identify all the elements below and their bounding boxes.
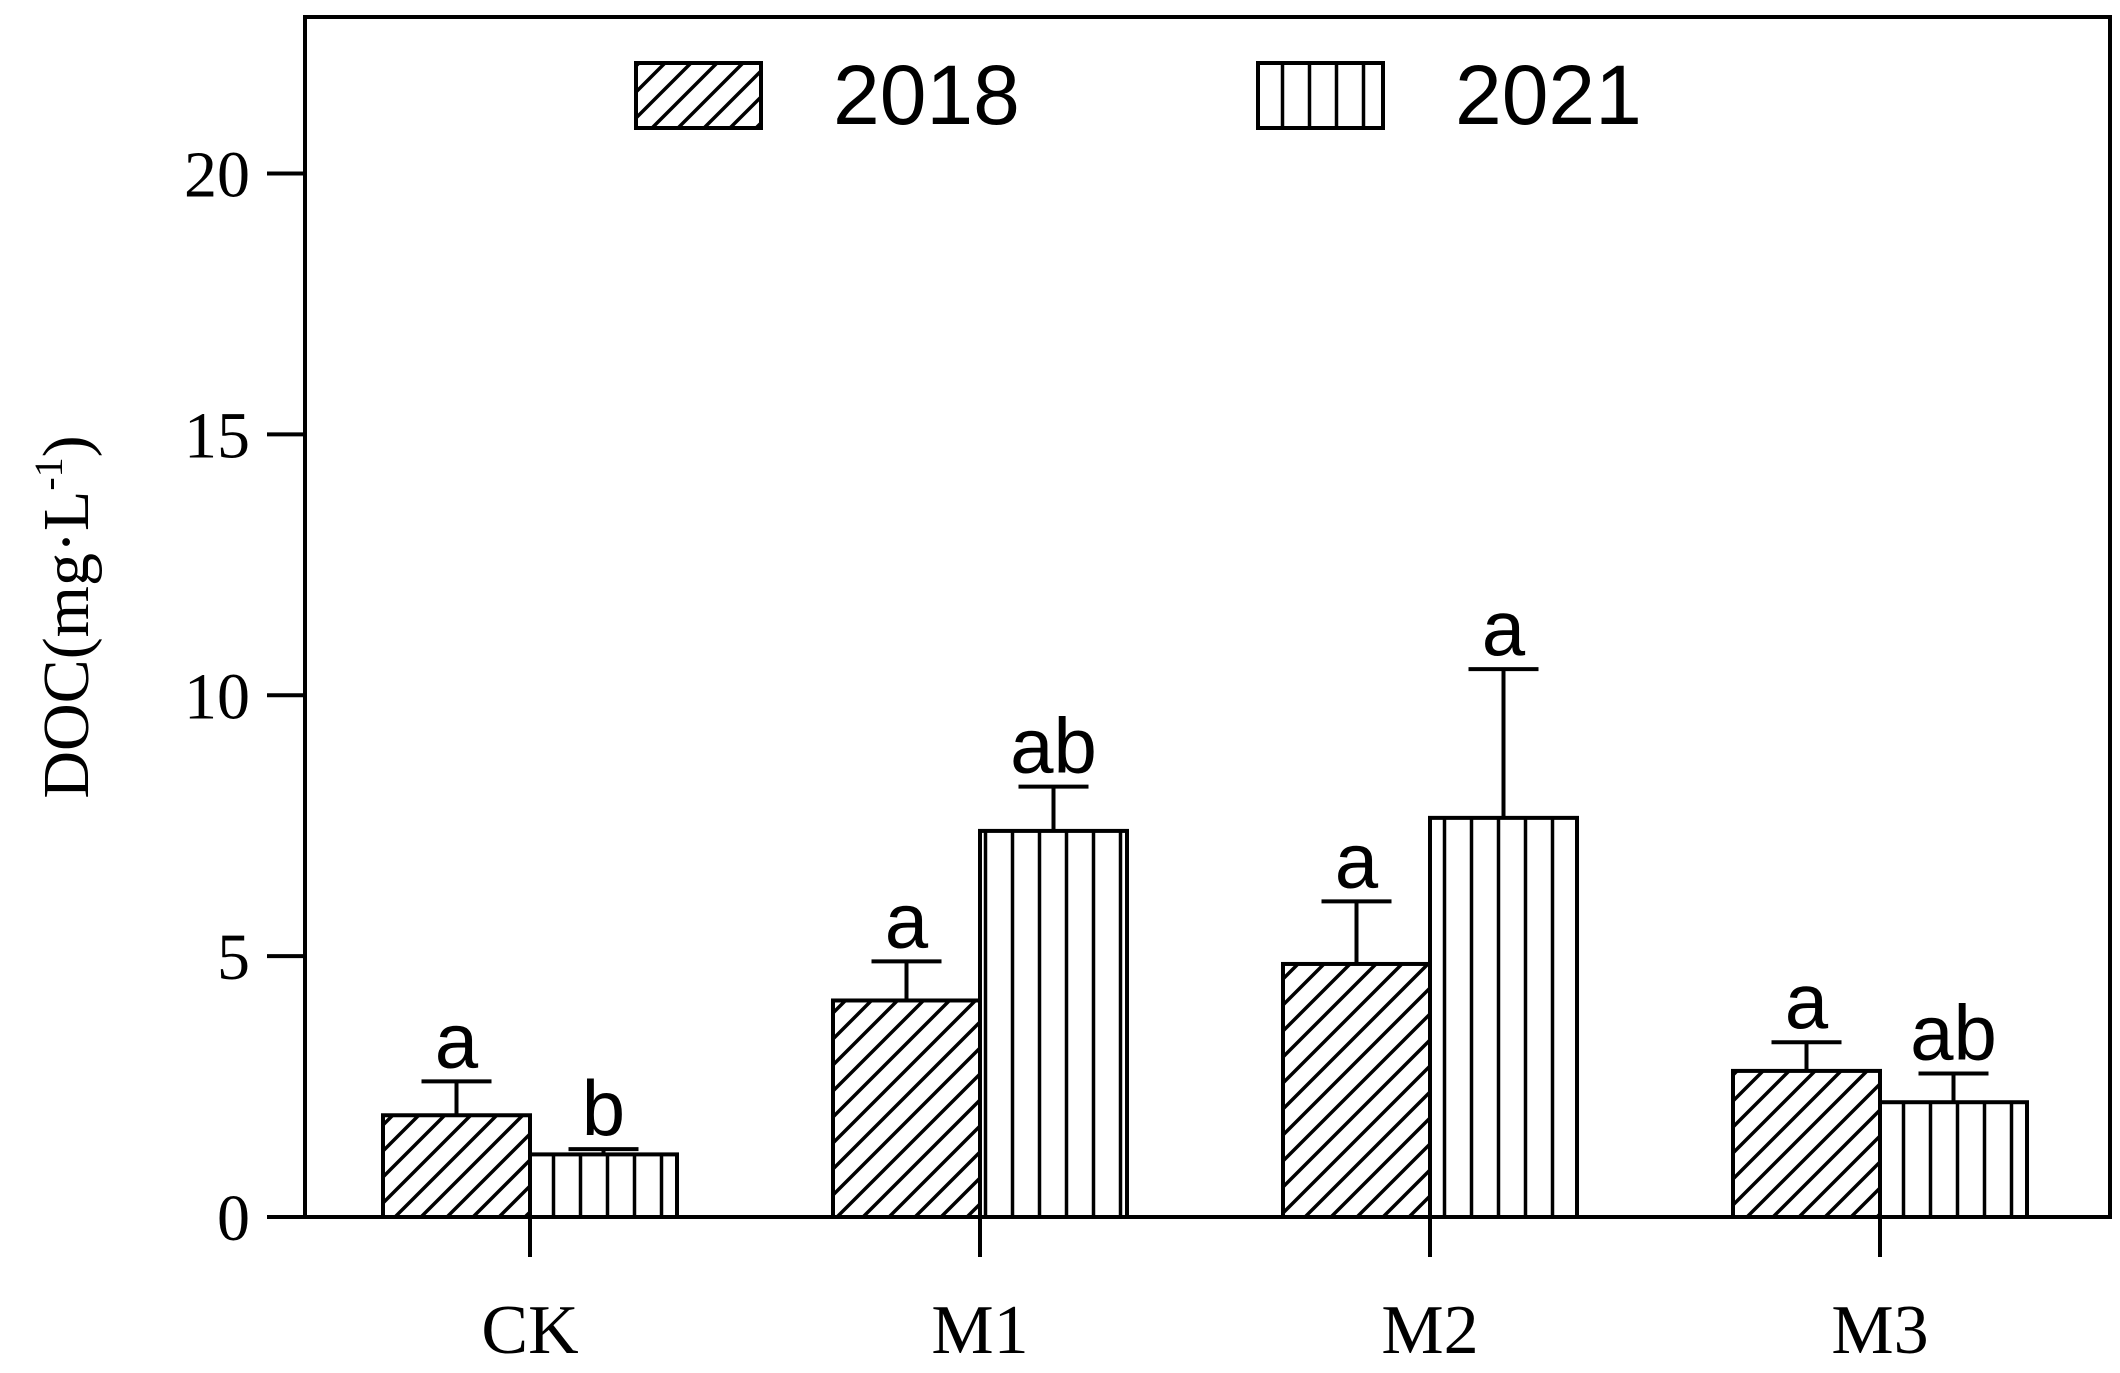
x-tick-label-ck: CK xyxy=(481,1292,578,1369)
legend-swatch-2021 xyxy=(1256,61,1385,130)
y-tick-label: 15 xyxy=(184,399,250,472)
significance-label-ck-2021: b xyxy=(582,1064,625,1152)
plot-frame xyxy=(303,15,2112,1219)
bar-m3-2021 xyxy=(1878,1100,2029,1220)
legend: 2018 2021 xyxy=(634,48,1642,142)
x-tick-label-m2: M2 xyxy=(1381,1292,1478,1369)
significance-label-m1-2021: ab xyxy=(1010,702,1097,790)
bar-m2-2018 xyxy=(1281,961,1432,1220)
x-tick-label-m1: M1 xyxy=(931,1292,1028,1369)
significance-label-ck-2018: a xyxy=(435,996,479,1084)
bar-ck-2021 xyxy=(528,1152,679,1220)
x-tick-label-m3: M3 xyxy=(1831,1292,1928,1369)
significance-label-m2-2018: a xyxy=(1335,816,1379,904)
legend-label-2021: 2021 xyxy=(1455,48,1642,142)
bar-m3-2018 xyxy=(1731,1068,1882,1220)
y-axis-label-superscript: -1 xyxy=(26,457,71,490)
significance-label-m3-2018: a xyxy=(1785,957,1829,1045)
legend-label-2018: 2018 xyxy=(833,48,1020,142)
y-axis-label-end: ) xyxy=(30,435,103,457)
significance-label-m3-2021: ab xyxy=(1910,989,1997,1077)
bar-m2-2021 xyxy=(1428,815,1579,1219)
y-tick-label: 10 xyxy=(184,660,250,733)
x-axis-ticks: CK M1 M2 M3 xyxy=(481,1217,1929,1369)
y-tick-label: 0 xyxy=(217,1182,250,1255)
legend-swatch-2018 xyxy=(634,61,763,130)
y-tick-label: 5 xyxy=(217,921,250,994)
y-tick-label: 20 xyxy=(184,139,250,212)
significance-label-m1-2018: a xyxy=(885,876,929,964)
y-axis-ticks: 0 5 10 15 20 xyxy=(184,139,305,1255)
y-axis-label: DOC(mg·L-1) xyxy=(26,435,103,798)
bar-ck-2018 xyxy=(381,1113,532,1219)
significance-label-m2-2021: a xyxy=(1482,584,1526,672)
bar-m1-2018 xyxy=(831,998,982,1220)
bar-m1-2021 xyxy=(978,828,1129,1219)
